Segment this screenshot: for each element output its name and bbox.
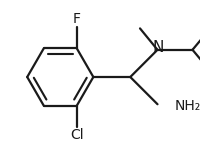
Text: N: N <box>153 40 164 55</box>
Text: NH₂: NH₂ <box>175 99 201 113</box>
Text: Cl: Cl <box>70 128 84 142</box>
Text: F: F <box>73 12 81 26</box>
